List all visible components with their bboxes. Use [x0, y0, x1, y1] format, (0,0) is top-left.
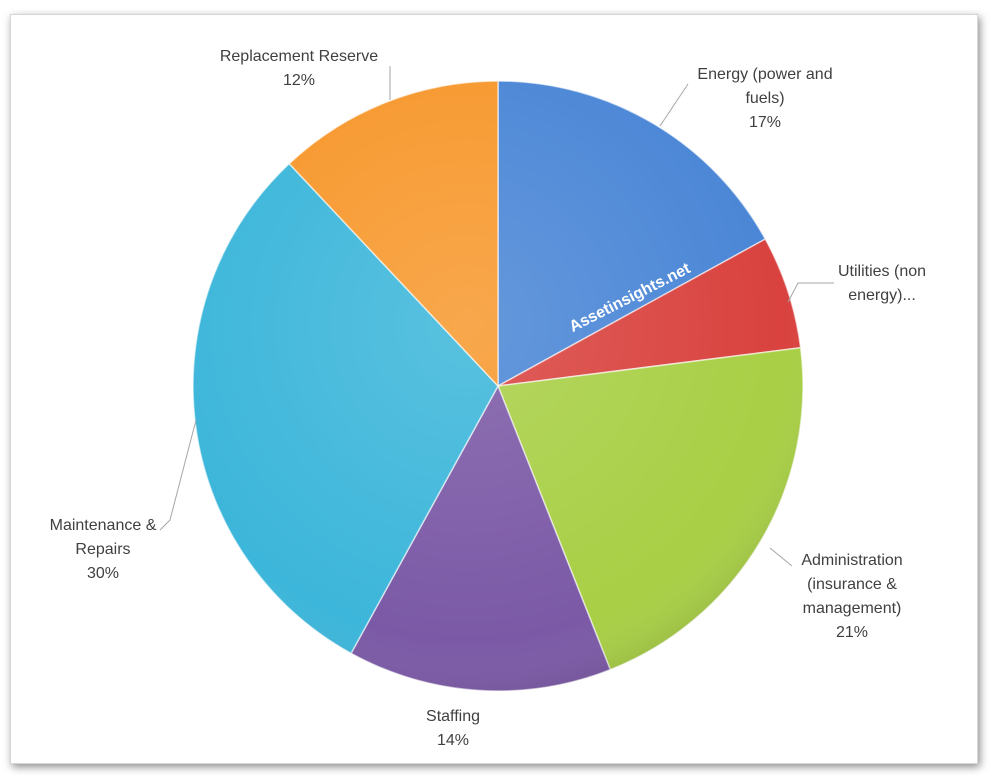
category-label: Administration (insurance & management): [801, 552, 903, 617]
data-label: Administration (insurance & management) 2…: [787, 549, 917, 645]
category-label: Energy (power and fuels): [697, 66, 833, 107]
leader-line: [159, 419, 197, 531]
data-label: Replacement Reserve 12%: [199, 45, 399, 93]
value-label: 30%: [86, 565, 120, 582]
leader-line: [659, 83, 689, 127]
pie: [192, 80, 804, 692]
category-label: Staffing: [426, 708, 480, 725]
leader-lines: [159, 66, 834, 567]
data-label: Staffing 14%: [393, 705, 513, 753]
category-label: Replacement Reserve: [219, 48, 379, 65]
category-label: Utilities (non energy)...: [837, 263, 927, 304]
leader-line: [787, 282, 834, 303]
value-label: 21%: [835, 624, 869, 641]
value-label: 17%: [748, 114, 782, 131]
data-label: Maintenance & Repairs 30%: [48, 514, 158, 586]
value-label: 12%: [282, 72, 316, 89]
data-label: Utilities (non energy)...: [827, 260, 937, 308]
data-label: Energy (power and fuels) 17%: [685, 63, 845, 135]
value-label: 14%: [436, 732, 470, 749]
category-label: Maintenance & Repairs: [49, 517, 157, 558]
leader-line: [769, 547, 793, 567]
